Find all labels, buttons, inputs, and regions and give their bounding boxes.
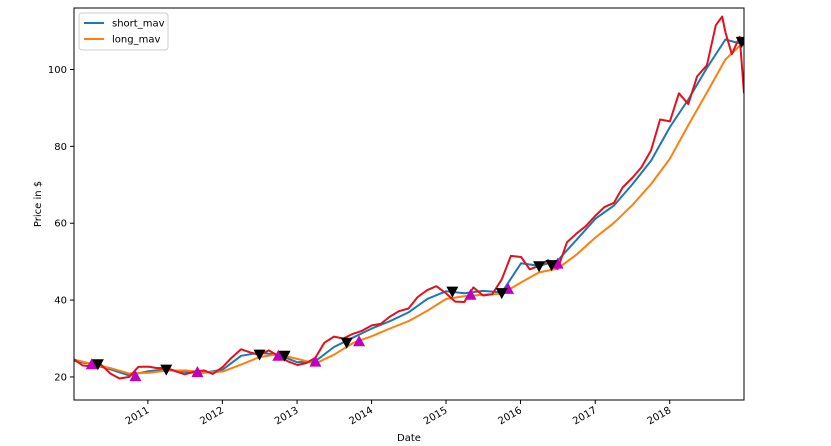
- y-tick-label: 80: [54, 142, 67, 153]
- x-tick-label: 2013: [273, 405, 301, 427]
- y-axis-title: Price in $: [33, 181, 44, 227]
- legend-label-short-mav: short_mav: [112, 19, 165, 30]
- sell-signal-marker: [533, 261, 546, 273]
- buy-signal-marker: [464, 288, 477, 300]
- x-axis: 2011 2012 2013 2014 2015 2016 2017 2018: [124, 400, 673, 427]
- x-tick-label: 2018: [646, 405, 674, 427]
- x-tick-label: 2014: [348, 405, 376, 427]
- sell-signal-marker: [253, 349, 266, 361]
- buy-signal-marker: [309, 355, 322, 367]
- series-line-price: [74, 15, 744, 380]
- buy-signal-marker: [191, 365, 204, 377]
- sell-signal-marker: [735, 36, 744, 48]
- plot-area: [74, 15, 744, 382]
- x-tick-label: 2012: [198, 405, 226, 427]
- x-tick-label: 2017: [571, 405, 599, 427]
- buy-signal-marker: [85, 358, 98, 370]
- buy-signal-marker: [272, 349, 285, 361]
- y-tick-label: 60: [54, 219, 67, 230]
- sell-signal-marker: [340, 337, 353, 349]
- legend: short_mav long_mav: [78, 12, 169, 51]
- sell-signal-marker: [495, 288, 508, 300]
- legend-label-long-mav: long_mav: [112, 35, 160, 46]
- series-line-short-mav: [74, 38, 744, 377]
- sell-signal-marker: [160, 364, 173, 376]
- buy-signal-marker: [353, 335, 366, 347]
- x-tick-label: 2016: [496, 405, 524, 427]
- y-tick-label: 20: [54, 372, 67, 383]
- series-line-long-mav: [74, 41, 744, 375]
- sell-signal-marker: [278, 350, 291, 362]
- buy-signal-marker: [129, 370, 142, 382]
- y-tick-label: 100: [48, 65, 67, 76]
- y-tick-label: 40: [54, 296, 67, 307]
- sell-signal-marker: [545, 260, 558, 272]
- plot-frame: [73, 7, 745, 401]
- sell-signal-marker: [91, 359, 104, 371]
- y-axis: 20 40 60 80 100: [48, 65, 74, 383]
- x-tick-label: 2015: [422, 405, 450, 427]
- x-axis-title: Date: [397, 433, 421, 444]
- x-tick-label: 2011: [124, 405, 152, 427]
- sell-signal-marker: [446, 286, 459, 298]
- buy-signal-marker: [551, 257, 564, 269]
